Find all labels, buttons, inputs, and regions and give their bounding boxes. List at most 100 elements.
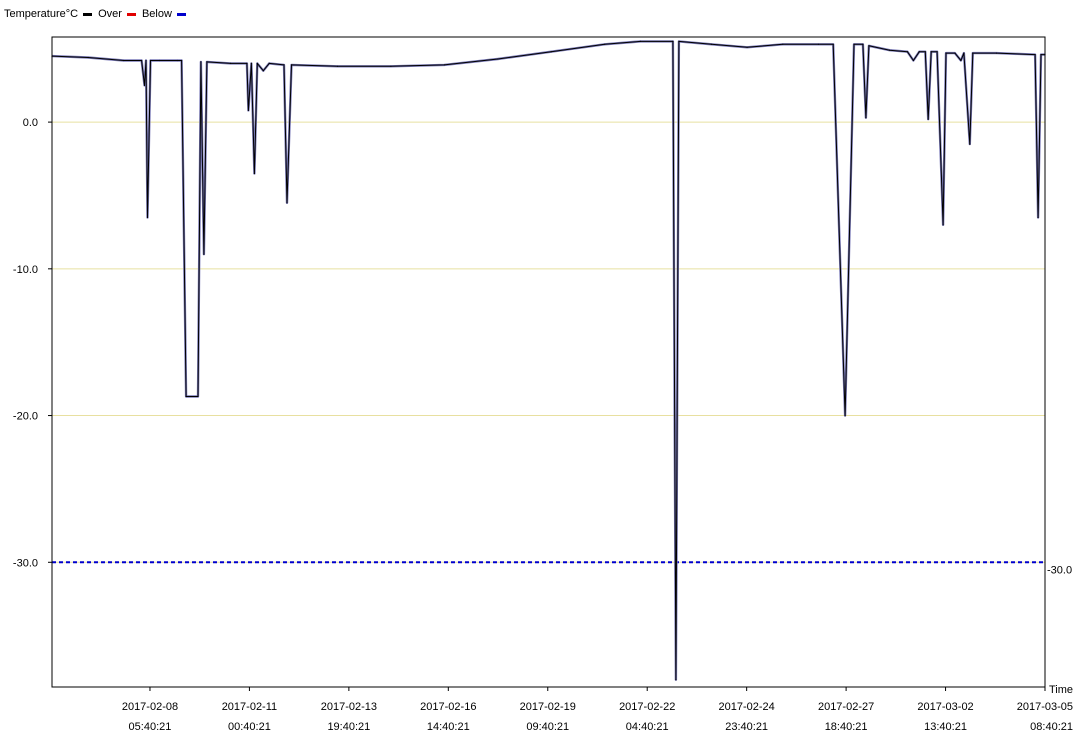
- data-point: [954, 52, 956, 54]
- data-point: [782, 43, 784, 45]
- x-tick-time: 14:40:21: [427, 721, 470, 733]
- data-point: [639, 40, 641, 43]
- data-point: [746, 46, 748, 48]
- series-layer: [51, 40, 1046, 681]
- data-point: [181, 59, 183, 62]
- data-point: [185, 395, 187, 398]
- plot-frame: [51, 36, 1046, 688]
- data-point: [936, 51, 938, 53]
- data-point: [290, 64, 293, 66]
- data-point: [256, 62, 258, 64]
- data-point: [1037, 216, 1039, 219]
- x-tick-time: 13:40:21: [924, 721, 967, 733]
- data-point: [247, 109, 249, 111]
- data-point: [158, 59, 160, 62]
- x-tick-date: 2017-02-08: [122, 701, 178, 713]
- legend-item-below: Below: [141, 8, 172, 20]
- x-tick-date: 2017-03-05: [1017, 701, 1073, 713]
- data-point: [942, 224, 944, 226]
- data-point: [995, 52, 998, 54]
- data-point: [604, 43, 606, 45]
- data-point: [963, 52, 965, 54]
- legend-title: Temperature°C: [4, 8, 79, 20]
- x-tick-date: 2017-02-22: [619, 701, 675, 713]
- data-point: [203, 253, 205, 255]
- data-point: [145, 59, 147, 62]
- data-point: [912, 59, 915, 62]
- data-point: [262, 70, 264, 72]
- threshold-layer: -30.0: [52, 561, 1072, 576]
- data-point: [87, 56, 89, 59]
- data-point: [972, 52, 974, 54]
- y-tick-label: -30.0: [13, 557, 38, 569]
- data-point: [889, 49, 891, 51]
- data-point: [675, 679, 677, 681]
- x-tick-date: 2017-02-11: [222, 701, 277, 713]
- data-point: [283, 64, 285, 66]
- threshold-label: -30.0: [1047, 564, 1072, 576]
- legend-item-over: Over: [98, 8, 122, 20]
- data-point: [141, 59, 143, 62]
- data-point: [868, 45, 870, 47]
- data-point: [336, 65, 339, 67]
- data-point: [960, 59, 962, 62]
- chart-legend: Temperature°C Over Below: [4, 4, 189, 24]
- x-tick-date: 2017-02-19: [520, 701, 576, 713]
- y-tick-label: -20.0: [13, 411, 38, 423]
- data-point: [268, 62, 270, 64]
- data-point: [206, 61, 208, 63]
- legend-below-swatch: [176, 12, 186, 16]
- data-point: [927, 118, 929, 120]
- data-point: [123, 59, 125, 62]
- x-tick-time: 09:40:21: [526, 721, 569, 733]
- data-point: [817, 43, 820, 45]
- data-point: [945, 52, 947, 54]
- data-point: [862, 43, 864, 45]
- data-point: [924, 51, 926, 53]
- data-point: [832, 43, 834, 45]
- data-point: [969, 143, 971, 145]
- data-point: [672, 40, 674, 43]
- data-point: [710, 43, 713, 45]
- data-point: [143, 84, 146, 86]
- x-tick-date: 2017-02-24: [719, 701, 775, 713]
- data-point: [286, 202, 288, 204]
- x-tick-time: 19:40:21: [327, 721, 370, 733]
- x-tick-time: 23:40:21: [725, 721, 768, 733]
- x-tick-date: 2017-02-13: [321, 701, 377, 713]
- data-point: [443, 64, 445, 66]
- data-point: [865, 117, 867, 119]
- data-point: [390, 65, 392, 67]
- x-tick-date: 2017-03-02: [917, 701, 973, 713]
- data-point: [497, 58, 499, 60]
- x-axis-label: Time: [1049, 684, 1073, 696]
- data-point: [200, 61, 202, 63]
- y-tick-label: 0.0: [23, 117, 38, 129]
- data-point: [906, 51, 909, 53]
- x-tick-time: 00:40:21: [228, 721, 271, 733]
- legend-title-swatch: [83, 12, 93, 16]
- data-point: [176, 59, 178, 62]
- data-point: [146, 216, 149, 219]
- data-point: [844, 415, 846, 417]
- data-point: [550, 51, 552, 53]
- series-shadow-line: [51, 40, 1045, 681]
- x-tick-date: 2017-02-27: [818, 701, 874, 713]
- data-point: [853, 43, 855, 45]
- data-point: [678, 40, 680, 43]
- y-tick-label: -10.0: [13, 264, 38, 276]
- data-point: [918, 51, 920, 53]
- data-point: [197, 395, 199, 398]
- data-point: [250, 62, 252, 64]
- data-point: [149, 59, 152, 62]
- axis-layer: 0.0 -10.0 -20.0 -30.0 2017-02-08 05:40:21 2017…: [13, 117, 1073, 733]
- data-point: [1034, 54, 1036, 56]
- data-point: [1040, 54, 1042, 56]
- data-point: [246, 62, 248, 64]
- x-tick-time: 18:40:21: [825, 721, 868, 733]
- data-point: [230, 62, 232, 64]
- x-tick-time: 08:40:21: [1030, 721, 1073, 733]
- x-tick-time: 04:40:21: [626, 721, 669, 733]
- x-tick-date: 2017-02-16: [420, 701, 476, 713]
